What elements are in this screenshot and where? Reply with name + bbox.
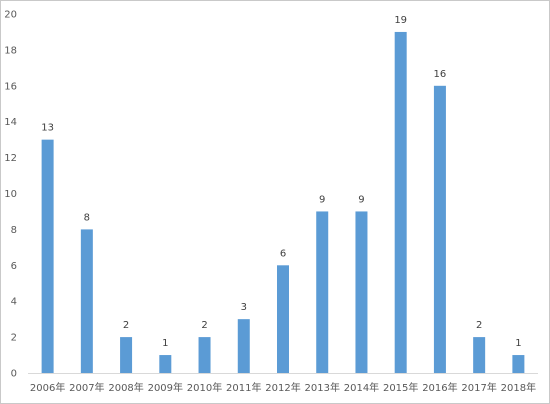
- y-tick-label: 20: [4, 10, 17, 21]
- x-tick-label: 2018年: [501, 381, 536, 394]
- data-label: 8: [84, 212, 90, 223]
- y-tick-label: 10: [4, 189, 17, 200]
- bar: [41, 139, 54, 373]
- y-tick-label: 6: [11, 261, 17, 272]
- y-tick-label: 18: [4, 45, 17, 56]
- x-tick-label: 2017年: [461, 381, 496, 394]
- data-label: 19: [394, 15, 407, 26]
- bar: [355, 211, 368, 373]
- y-tick-label: 4: [11, 297, 17, 308]
- data-label: 2: [476, 320, 482, 331]
- data-label: 3: [241, 302, 247, 313]
- bar: [433, 85, 446, 374]
- x-tick-label: 2011年: [226, 381, 261, 394]
- data-label: 2: [123, 320, 129, 331]
- bar: [198, 337, 211, 373]
- x-tick-label: 2007年: [69, 381, 104, 394]
- data-label: 2: [201, 320, 207, 331]
- x-tick-label: 2016年: [422, 381, 457, 394]
- data-label: 1: [515, 338, 521, 349]
- y-tick-label: 0: [11, 369, 17, 380]
- bar: [473, 337, 486, 373]
- y-tick-label: 14: [4, 117, 17, 128]
- x-tick-label: 2012年: [265, 381, 300, 394]
- y-tick-label: 2: [11, 333, 17, 344]
- bar: [316, 211, 329, 373]
- x-tick-label: 2013年: [305, 381, 340, 394]
- y-tick-label: 16: [4, 81, 17, 92]
- data-label: 9: [358, 194, 364, 205]
- x-tick-label: 2006年: [30, 381, 65, 394]
- data-label: 16: [434, 69, 447, 80]
- x-tick-label: 2015年: [383, 381, 418, 394]
- bar: [512, 355, 525, 373]
- x-tick-label: 2010年: [187, 381, 222, 394]
- x-tick-label: 2014年: [344, 381, 379, 394]
- y-tick-label: 12: [4, 153, 17, 164]
- data-label: 1: [162, 338, 168, 349]
- bar: [120, 337, 133, 373]
- bar: [277, 265, 289, 373]
- x-tick-label: 2008年: [108, 381, 143, 394]
- y-tick-label: 8: [11, 225, 17, 236]
- data-label: 6: [280, 248, 286, 259]
- bar: [237, 319, 250, 373]
- data-label: 13: [41, 123, 54, 134]
- x-tick-label: 2009年: [148, 381, 183, 394]
- bar: [394, 31, 407, 373]
- bar: [159, 355, 172, 373]
- data-label: 9: [319, 194, 325, 205]
- bar: [80, 229, 93, 373]
